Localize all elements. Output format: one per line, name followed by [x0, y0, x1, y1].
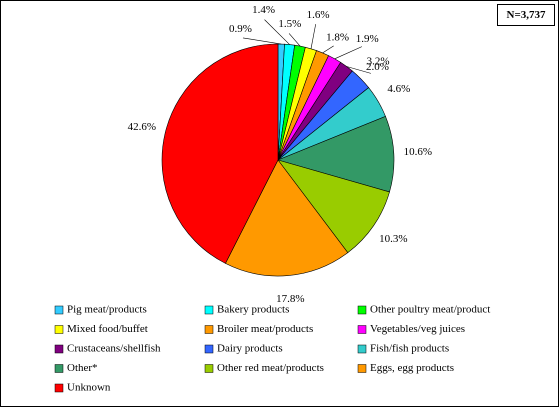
value-label: 17.8% — [276, 293, 304, 305]
legend-swatch — [357, 305, 367, 315]
legend-swatch — [54, 325, 64, 334]
leader-line — [310, 24, 316, 49]
legend-swatch — [204, 344, 214, 354]
value-label: 42.6% — [128, 121, 156, 133]
value-label: 1.5% — [278, 18, 301, 30]
legend-label: Vegetables/veg juices — [370, 323, 465, 335]
legend-swatch — [54, 305, 64, 315]
legend-label: Other poultry meat/product — [370, 304, 490, 316]
legend-label: Other* — [67, 362, 98, 374]
pie-slice — [277, 159, 390, 254]
legend-label: Dairy products — [217, 343, 283, 355]
value-label: 1.6% — [307, 9, 330, 21]
legend-label: Eggs, egg products — [370, 362, 454, 374]
legend-label: Bakery products — [217, 304, 289, 316]
legend-swatch — [54, 344, 64, 354]
annotation-box — [497, 4, 555, 26]
value-label: 0.9% — [229, 23, 252, 35]
value-label: 1.4% — [252, 4, 275, 16]
value-label: 10.6% — [404, 146, 432, 158]
value-label: 2.0% — [366, 61, 389, 73]
legend-label: Unknown — [67, 382, 111, 394]
leader-line — [346, 66, 371, 74]
leader-line — [288, 33, 301, 47]
value-label: 3.2% — [367, 56, 390, 68]
legend-swatch — [54, 383, 64, 393]
legend-swatch — [357, 325, 367, 334]
annotation: N=3,737 — [507, 9, 546, 21]
value-label: 1.8% — [326, 31, 349, 43]
leader-line — [264, 19, 290, 45]
legend-swatch — [54, 364, 64, 373]
legend-swatch — [357, 364, 367, 373]
legend-label: Crustaceans/shellfish — [67, 343, 161, 355]
leader-line — [334, 46, 362, 60]
leader-line — [242, 37, 282, 45]
legend-swatch — [204, 325, 214, 334]
pie-slice — [225, 159, 349, 277]
leader-line — [322, 45, 334, 54]
pie-slice — [161, 43, 279, 264]
legend-label: Other red meat/products — [217, 362, 324, 374]
legend-swatch — [204, 305, 214, 315]
value-label: 4.6% — [387, 83, 410, 95]
value-label: 1.9% — [356, 33, 379, 45]
legend-label: Fish/fish products — [370, 343, 449, 355]
legend-swatch — [204, 364, 214, 373]
legend-label: Mixed food/buffet — [67, 323, 148, 335]
legend-swatch — [357, 344, 367, 354]
legend-label: Broiler meat/products — [217, 323, 313, 335]
pie-slice — [277, 115, 395, 193]
value-label: 10.3% — [379, 233, 407, 245]
legend-label: Pig meat/products — [67, 304, 147, 316]
